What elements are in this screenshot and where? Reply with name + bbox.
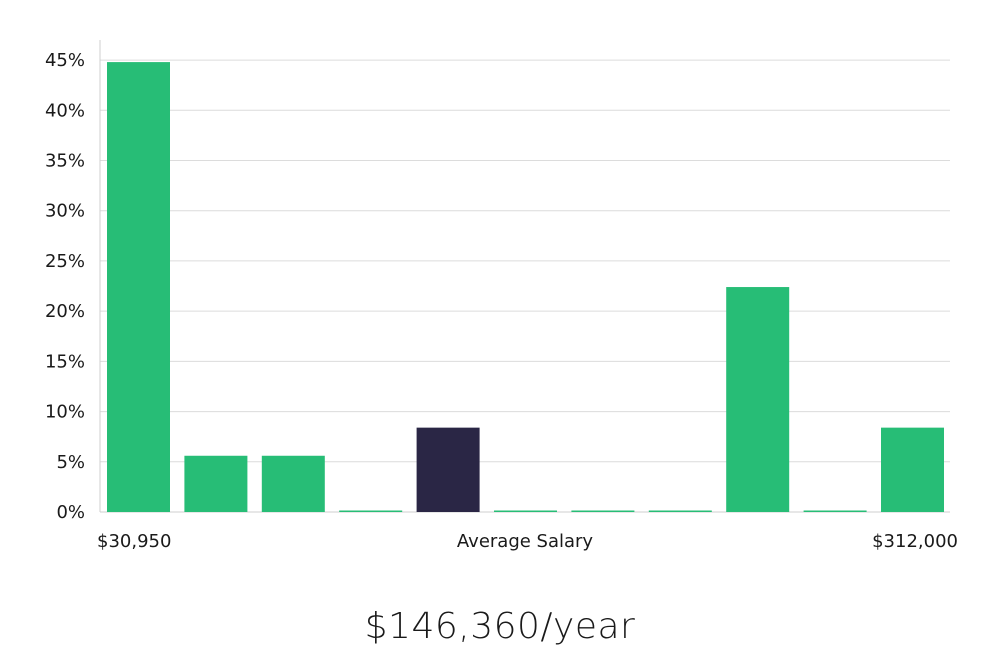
bars: [107, 62, 944, 512]
y-tick-label: 45%: [45, 50, 85, 71]
bar: [726, 287, 790, 512]
bar-average-salary: [416, 427, 480, 512]
bar: [803, 510, 867, 512]
bar: [648, 510, 712, 512]
x-min-label: $30,950: [97, 531, 171, 552]
x-center-label: Average Salary: [457, 531, 594, 552]
bar: [339, 510, 403, 512]
bar: [881, 427, 944, 512]
average-salary-value: $146,360/year: [364, 606, 636, 647]
bar: [571, 510, 635, 512]
y-tick-label: 25%: [45, 251, 85, 272]
y-tick-label: 20%: [45, 301, 85, 322]
y-tick-label: 5%: [56, 452, 85, 473]
y-tick-label: 15%: [45, 351, 85, 372]
bar: [107, 62, 170, 512]
bar: [494, 510, 557, 512]
x-max-label: $312,000: [872, 531, 958, 552]
y-tick-label: 10%: [45, 402, 85, 423]
y-tick-label: 35%: [45, 151, 85, 172]
y-tick-label: 40%: [45, 100, 85, 121]
y-axis: 0% 5% 10% 15% 20% 25% 30% 35% 40% 45%: [45, 50, 85, 523]
y-tick-label: 30%: [45, 201, 85, 222]
grid-lines: [100, 59, 950, 463]
bar: [184, 455, 248, 512]
bar: [261, 455, 325, 512]
y-tick-label: 0%: [56, 502, 85, 523]
salary-distribution-chart: 0% 5% 10% 15% 20% 25% 30% 35% 40% 45% $30,950 Ave…: [45, 40, 958, 552]
